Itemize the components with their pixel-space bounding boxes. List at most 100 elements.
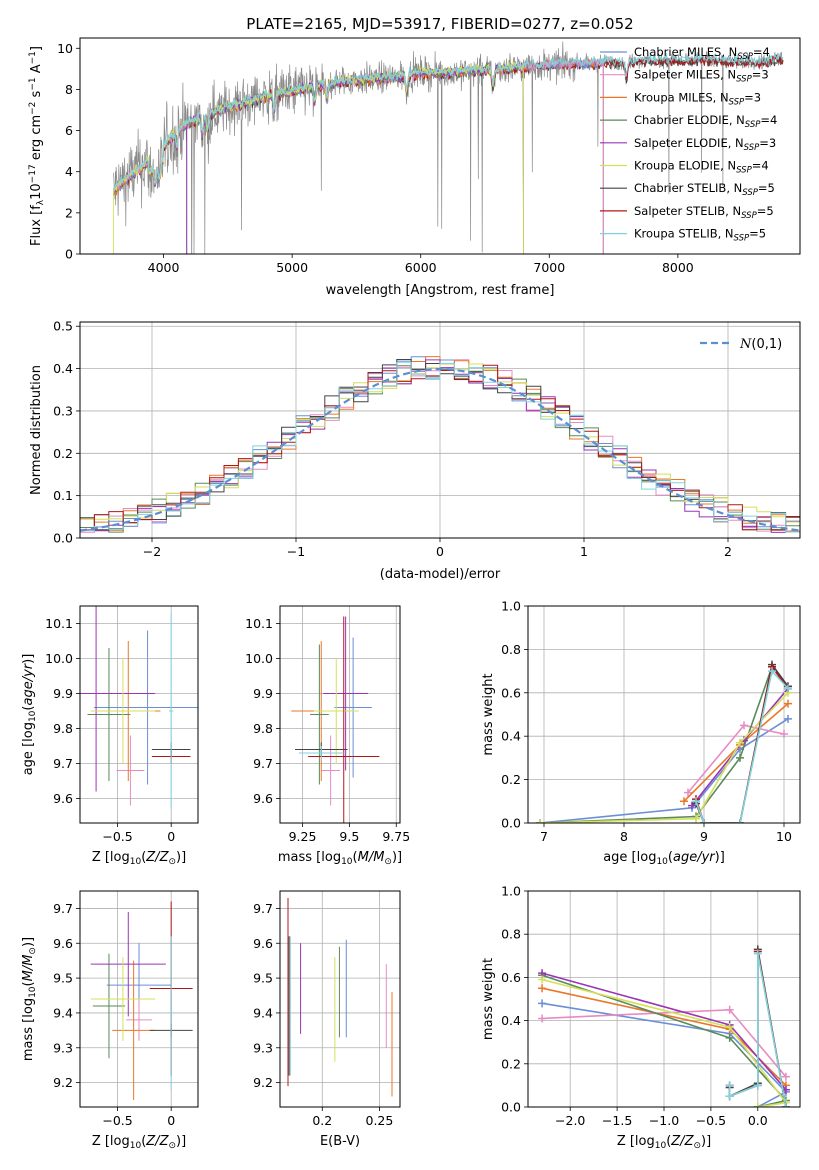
errorbar-kroupa_stelib	[169, 936, 174, 1090]
x-tick-label: 0.2	[312, 1113, 332, 1128]
y-tick-label: 0.5	[53, 319, 73, 334]
series-marker	[781, 1072, 790, 1081]
x-axis-label: mass [log10(M/M⊙)]	[278, 850, 402, 867]
y-tick-label: 9.7	[253, 901, 273, 916]
y-tick-label: 9.4	[53, 1005, 73, 1020]
errorbar-salpeter_elodie	[80, 606, 156, 792]
axes-frame	[79, 37, 801, 255]
panel-mass_vs_Z: −0.5 0 9.2 9.3 9.4 9.5 9.6 9.7 Z [log10(Z/Z⊙)] ma…	[21, 890, 199, 1151]
y-tick-label: 0.4	[501, 729, 521, 744]
x-tick-label: 0	[436, 544, 444, 559]
series-line	[695, 669, 789, 823]
panel-age_vs_Z: −0.5 0 9.6 9.7 9.8 9.9 10.0 10.1 Z [log10(Z/Z⊙)]…	[21, 605, 199, 867]
y-tick-label: 0.0	[501, 816, 521, 831]
errorbar-kroupa_miles	[112, 960, 156, 1101]
y-tick-label: 9.5	[253, 971, 273, 986]
errorbar-chabrier_elodie	[92, 953, 126, 1059]
y-tick-label: 10.1	[45, 616, 73, 631]
x-tick-label: 9.5	[339, 829, 359, 844]
panel-age_vs_mass: 9.25 9.5 9.75 9.6 9.7 9.8 9.9 10.0 10.1 mass [log…	[245, 605, 410, 867]
series-line	[539, 666, 773, 823]
x-axis-label: (data-model)/error	[380, 567, 501, 582]
y-tick-label: 0.6	[501, 970, 521, 985]
series-marker	[684, 788, 692, 797]
series-marker	[753, 1081, 762, 1090]
series-salpeter_miles	[684, 721, 788, 797]
x-tick-label: −1.0	[649, 1113, 679, 1128]
errorbar-salpeter_elodie	[90, 911, 166, 1017]
y-tick-label: 0.6	[501, 685, 521, 700]
series-marker	[692, 797, 700, 806]
series-marker	[736, 819, 744, 823]
model-spectrum-kroupa_stelib	[112, 52, 784, 191]
series-kroupa_stelib	[692, 667, 792, 823]
x-tick-label: 5000	[276, 260, 308, 275]
errorbar-kroupa_stelib	[169, 613, 174, 809]
y-tick-label: 0.8	[501, 642, 521, 657]
y-tick-label: 2	[65, 205, 73, 220]
y-tick-label: 4	[65, 164, 73, 179]
legend-entry-normal: N(0,1)	[739, 337, 782, 352]
chart-title: PLATE=2165, MJD=53917, FIBERID=0277, z=0…	[246, 15, 633, 33]
series-marker	[725, 1005, 734, 1014]
x-tick-label: 9	[700, 829, 708, 844]
model-spectrum-kroupa_elodie	[112, 59, 525, 254]
y-tick-label: 9.8	[253, 721, 273, 736]
x-tick-label: 8000	[662, 260, 694, 275]
y-tick-label: 0.8	[501, 927, 521, 942]
series-salpeter_miles	[538, 1005, 790, 1081]
series-line	[683, 702, 789, 802]
legend-entry-salpeter_stelib: Salpeter STELIB, NSSP=5	[634, 204, 774, 221]
plot-area	[287, 897, 393, 1097]
panel-weight_vs_age: 7 8 9 10 0.0 0.2 0.4 0.6 0.8 1.0 age [log10(age/yr…	[481, 599, 801, 867]
y-tick-label: 9.6	[53, 936, 73, 951]
x-tick-label: −0.5	[102, 1113, 132, 1128]
y-tick-label: 0.4	[53, 361, 73, 376]
y-tick-label: 10.0	[245, 651, 273, 666]
panel-mass_vs_ebv: 0.2 0.25 9.2 9.3 9.4 9.5 9.6 9.7 E(B-V)	[253, 890, 401, 1149]
x-tick-label: 0	[167, 1113, 175, 1128]
x-tick-label: 2	[724, 544, 732, 559]
y-tick-label: 1.0	[501, 884, 521, 899]
y-tick-label: 9.3	[253, 1040, 273, 1055]
errorbar-kroupa_elodie	[90, 957, 156, 1041]
series-line	[539, 692, 789, 823]
x-tick-label: 7000	[533, 260, 565, 275]
legend-entry-kroupa_stelib: Kroupa STELIB, NSSP=5	[634, 227, 766, 244]
legend-entry-salpeter_elodie: Salpeter ELODIE, NSSP=3	[634, 136, 776, 153]
x-tick-label: 8	[620, 829, 628, 844]
plot-area	[90, 901, 193, 1101]
y-tick-label: 9.4	[253, 1005, 273, 1020]
x-tick-label: −2	[143, 544, 161, 559]
series-marker	[538, 1014, 547, 1023]
series-marker	[768, 667, 776, 676]
y-tick-label: 8	[65, 82, 73, 97]
errorbar-salpeter_miles	[321, 735, 340, 806]
y-axis-label: mass weight	[481, 958, 496, 1040]
legend-entry-chabrier_miles: Chabrier MILES, NSSP=4	[634, 45, 770, 62]
y-axis-label: age [log10(age/yr)]	[21, 654, 38, 776]
y-tick-label: 9.9	[53, 686, 73, 701]
errorbar-salpeter_stelib	[308, 616, 380, 823]
errorbar-kroupa_elodie	[90, 658, 156, 764]
legend-entry-kroupa_miles: Kroupa MILES, NSSP=3	[634, 90, 761, 107]
series-marker	[784, 714, 792, 723]
y-tick-label: 9.3	[53, 1040, 73, 1055]
x-axis-label: wavelength [Angstrom, rest frame]	[326, 283, 555, 298]
y-tick-label: 9.6	[253, 791, 273, 806]
y-tick-label: 1.0	[501, 599, 521, 614]
y-axis-label: Flux [fλ10−17 erg cm−2 s−1 A−1]	[28, 46, 46, 246]
x-tick-label: 9.25	[289, 829, 317, 844]
errorbar-chabrier_elodie	[87, 648, 131, 781]
y-tick-label: 10.0	[45, 651, 73, 666]
x-tick-label: 0.25	[366, 1113, 394, 1128]
y-tick-label: 9.8	[53, 721, 73, 736]
y-tick-label: 9.7	[53, 901, 73, 916]
errorbar-salpeter_elodie	[323, 616, 369, 771]
series-marker	[736, 738, 744, 747]
y-tick-label: 9.6	[253, 936, 273, 951]
axes-frame	[527, 605, 801, 824]
y-tick-label: 9.9	[253, 686, 273, 701]
axes-frame	[279, 605, 401, 824]
series-marker	[725, 1033, 734, 1042]
